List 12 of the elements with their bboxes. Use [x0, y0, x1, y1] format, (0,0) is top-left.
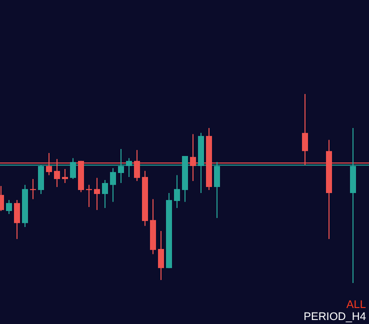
- text: PERIOD_H4: [304, 311, 366, 323]
- candlestick: [86, 184, 92, 208]
- candlestick: [62, 168, 68, 184]
- candlestick: [30, 178, 36, 200]
- candlestick: [110, 168, 116, 202]
- candlestick: [94, 177, 100, 211]
- candlestick: [102, 179, 108, 208]
- candlestick: [14, 200, 20, 240]
- candlestick: [6, 200, 12, 215]
- candlestick: [158, 230, 164, 280]
- text: ALL: [346, 299, 366, 311]
- candlestick: [174, 174, 180, 208]
